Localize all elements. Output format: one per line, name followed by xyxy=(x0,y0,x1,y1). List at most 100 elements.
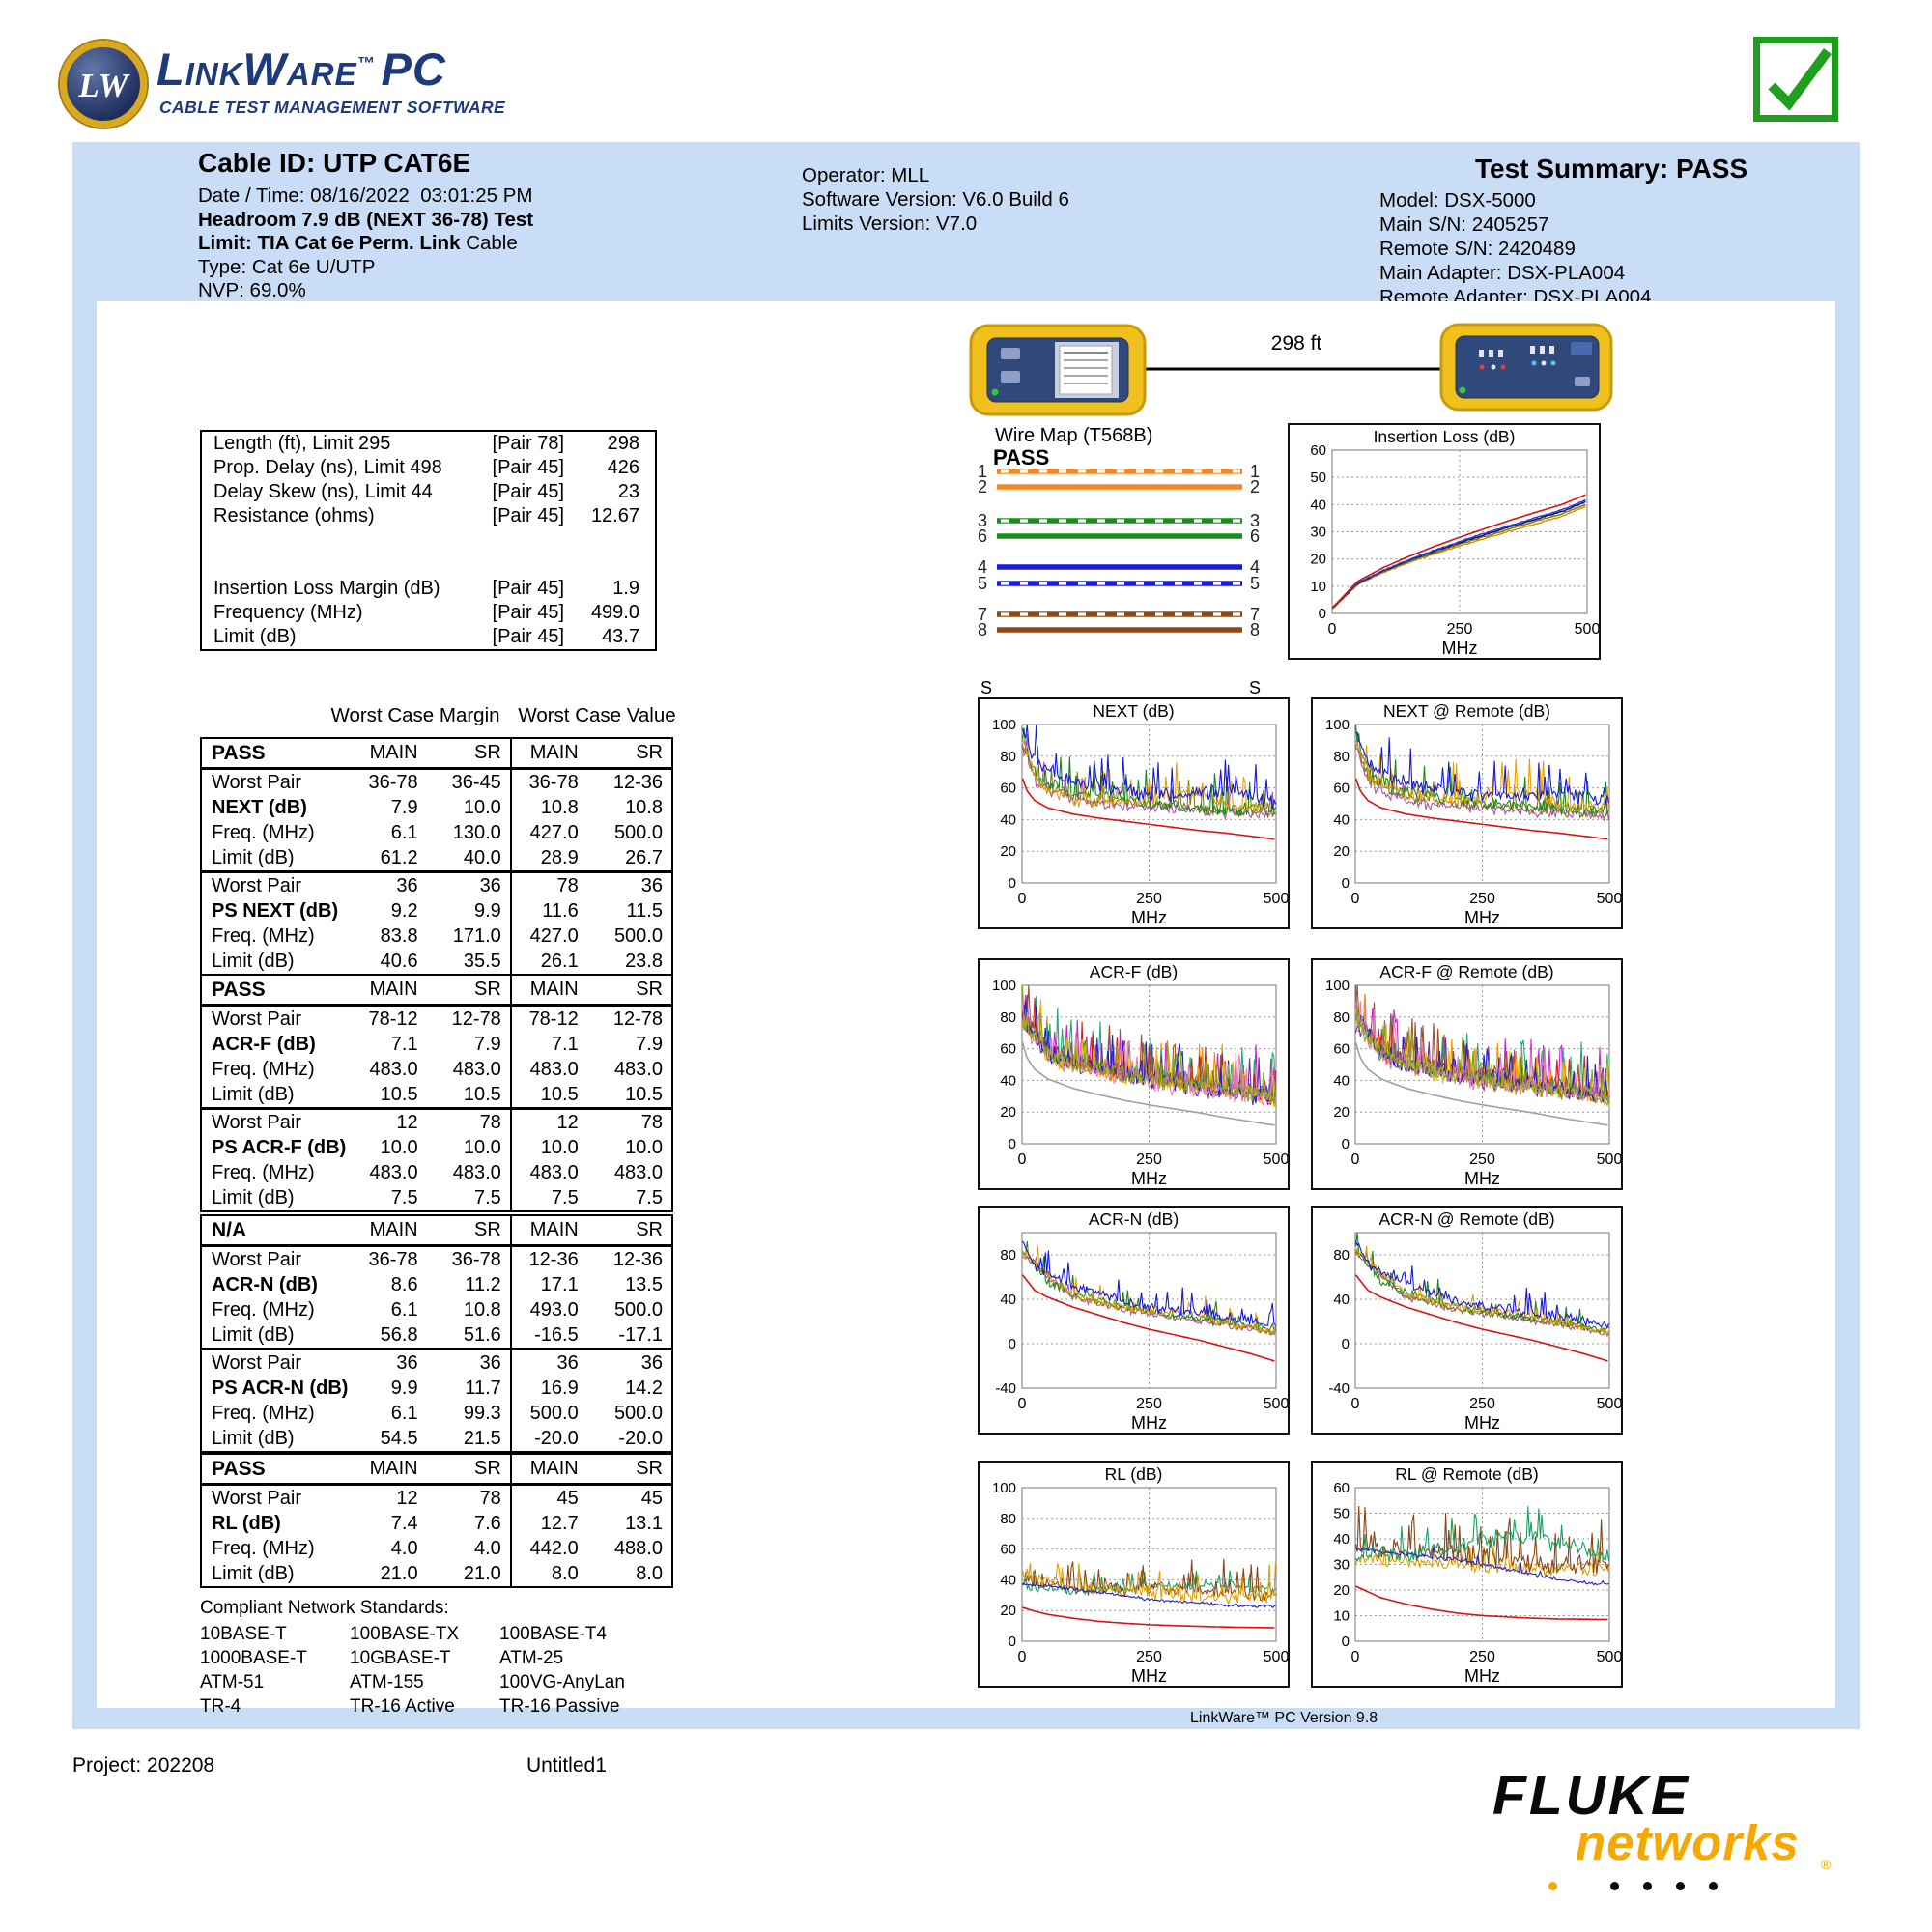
value-cell: 54.5 xyxy=(380,1427,418,1449)
table-row: Worst Pair 36-78 36-78 12-36 12-36 xyxy=(201,1245,672,1272)
table-header-row: PASS MAIN SR MAIN SR xyxy=(201,738,672,770)
limit-line xyxy=(1022,1606,1275,1629)
value-cell: 10.8 xyxy=(625,796,663,818)
plot-border xyxy=(1331,449,1588,614)
main-tester-image xyxy=(969,324,1147,416)
table-row: Length (ft), Limit 295 [Pair 78] 298 xyxy=(201,431,656,456)
worst-case-table: PASS MAIN SR MAIN SR Worst Pair 78-12 12-78 78-1… xyxy=(200,974,673,1212)
value-cell: 11.2 xyxy=(465,1273,501,1295)
x-tick-label: 250 xyxy=(1469,1649,1495,1665)
row-label: Limit (dB) xyxy=(212,1562,295,1584)
value-cell: 36 xyxy=(366,870,427,898)
table-row: Frequency (MHz) [Pair 45] 499.0 xyxy=(201,601,656,625)
y-tick-label: 60 xyxy=(1000,781,1016,797)
row-label: Worst Pair xyxy=(201,1348,367,1376)
chart-next: NEXT (dB) 0 20 40 60 80 100 0 250 500 MHz xyxy=(978,697,1290,929)
pair-cell: [Pair 45] xyxy=(492,626,564,647)
value-cell: 10.0 xyxy=(625,1136,663,1158)
column-header: SR xyxy=(586,1454,672,1486)
wire-number: 1 xyxy=(1250,462,1260,481)
column-header: MAIN xyxy=(509,1454,587,1486)
value-cell: 14.2 xyxy=(625,1377,663,1399)
table-row: Worst Pair 12 78 12 78 xyxy=(201,1107,672,1135)
value-cell: 56.8 xyxy=(380,1323,418,1346)
x-tick-label: 0 xyxy=(1351,1151,1360,1168)
value-cell: 500.0 xyxy=(613,821,663,843)
value-cell: 7.9 xyxy=(636,1033,663,1055)
column-header: MAIN xyxy=(366,1215,427,1247)
wire-number: 8 xyxy=(978,620,987,639)
link-length: 298 ft xyxy=(1271,332,1322,355)
y-tick-label: 0 xyxy=(1342,1336,1350,1352)
measurement-trace xyxy=(1022,1583,1276,1609)
value-cell: 483.0 xyxy=(509,1057,587,1082)
value-cell: 12-36 xyxy=(612,1248,663,1270)
chart-title: ACR-F (dB) xyxy=(1090,962,1178,981)
row-label: Resistance (ohms) xyxy=(213,505,375,526)
chart-title: Insertion Loss (dB) xyxy=(1374,427,1516,446)
row-label: PS ACR-N (dB) xyxy=(212,1377,349,1399)
x-tick-label: 500 xyxy=(1264,1649,1288,1665)
value-cell: 36-78 xyxy=(368,771,418,793)
standard-item: TR-16 Active xyxy=(350,1696,455,1717)
table-row: Worst Pair 36 36 36 36 xyxy=(201,1348,672,1376)
registered-mark: ® xyxy=(1821,1857,1832,1872)
table-header-row: PASS MAIN SR MAIN SR xyxy=(201,975,672,1007)
x-axis-label: MHz xyxy=(1464,1413,1500,1433)
table-row: RL (dB) 7.4 7.6 12.7 13.1 xyxy=(201,1511,672,1536)
status-cell: PASS xyxy=(201,975,367,1007)
y-tick-label: 20 xyxy=(1000,1603,1016,1619)
table-header-row: N/A MAIN SR MAIN SR xyxy=(201,1215,672,1247)
value-cell: 11.5 xyxy=(626,899,663,922)
table-row: Prop. Delay (ns), Limit 498 [Pair 45] 426 xyxy=(201,456,656,480)
tester-link-graphic: 298 ft xyxy=(969,323,1613,416)
standard-item: ATM-51 xyxy=(200,1672,265,1692)
y-tick-label: -40 xyxy=(1328,1380,1350,1397)
header-line: Main Adapter: DSX-PLA004 xyxy=(1379,262,1626,284)
y-tick-label: 100 xyxy=(1325,717,1350,733)
chart-svg: ACR-F @ Remote (dB) 0 20 40 60 80 100 0 250 500 MH… xyxy=(1325,962,1622,1188)
y-tick-label: 10 xyxy=(1310,579,1326,595)
linkware-badge-icon: LW xyxy=(60,41,147,128)
x-tick-label: 0 xyxy=(1018,891,1027,907)
table-row: Insertion Loss Margin (dB) [Pair 45] 1.9 xyxy=(201,577,656,601)
measurement-trace xyxy=(1021,727,1277,816)
value-cell: 10.5 xyxy=(509,1082,587,1109)
worst-case-value-header: Worst Case Value xyxy=(518,704,676,726)
fluke-name: FLUKE xyxy=(1492,1765,1690,1827)
chart-rlr: RL @ Remote (dB) 0 10 20 30 40 50 60 0 250 500 MHz xyxy=(1311,1461,1623,1688)
value-cell: 17.1 xyxy=(509,1272,587,1297)
table-row: Freq. (MHz) 483.0 483.0 483.0 483.0 xyxy=(201,1057,672,1082)
y-tick-label: 10 xyxy=(1333,1608,1350,1625)
y-tick-label: 40 xyxy=(1333,811,1350,828)
value-cell: 83.8 xyxy=(380,924,418,947)
limit-line xyxy=(1331,494,1586,609)
status-cell: PASS xyxy=(201,1454,367,1486)
value-cell: 10.8 xyxy=(509,795,587,820)
plot-border xyxy=(1021,1487,1277,1642)
standard-item: 100VG-AnyLan xyxy=(499,1672,625,1692)
value-cell: 36 xyxy=(426,1348,511,1376)
y-tick-label: 100 xyxy=(1325,978,1350,994)
limit-line xyxy=(1021,1041,1275,1126)
table-row: Freq. (MHz) 6.1 10.8 493.0 500.0 xyxy=(201,1297,672,1322)
value-cell: 483.0 xyxy=(613,1058,663,1080)
value-cell: 10.0 xyxy=(463,1136,501,1158)
x-tick-label: 250 xyxy=(1469,1396,1495,1412)
chart-il: Insertion Loss (dB) 0 10 20 30 40 50 60 0 250 500 M… xyxy=(1288,423,1601,660)
y-tick-label: 60 xyxy=(1000,1041,1016,1058)
header-text: Cable xyxy=(460,232,518,254)
value-cell: 26.1 xyxy=(509,949,587,975)
header-text: Type: Cat 6e U/UTP xyxy=(198,255,376,278)
value-cell: 36 xyxy=(586,870,672,898)
measurement-trace xyxy=(1021,984,1277,1106)
value-cell: 36-45 xyxy=(451,771,501,793)
plot-border xyxy=(1354,724,1610,884)
value-cell xyxy=(564,528,656,553)
standard-item: 1000BASE-T xyxy=(200,1648,307,1668)
row-label: Freq. (MHz) xyxy=(212,821,315,843)
y-tick-label: 0 xyxy=(1342,1136,1350,1152)
x-axis-label: MHz xyxy=(1464,1666,1500,1686)
column-header: MAIN xyxy=(509,738,587,770)
